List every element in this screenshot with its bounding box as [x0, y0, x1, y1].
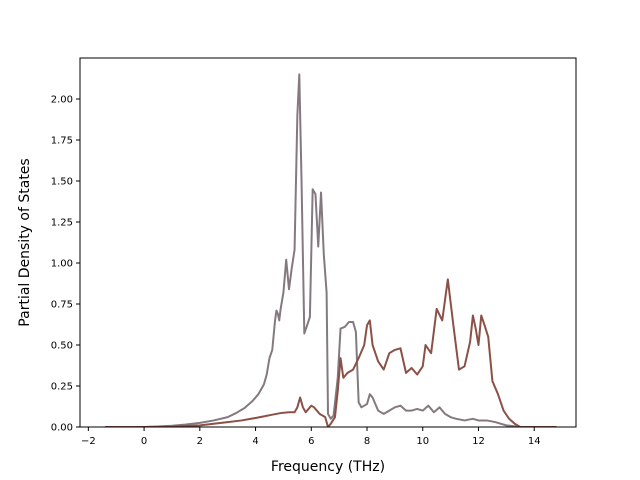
x-tick-label: 2 — [197, 436, 203, 447]
y-tick-label: 1.25 — [51, 218, 73, 229]
x-tick-label: 0 — [141, 436, 147, 447]
plot-series-group — [105, 73, 557, 427]
y-tick-label: 1.50 — [51, 177, 73, 188]
x-tick-label: 14 — [528, 436, 541, 447]
y-axis-label: Partial Density of States — [17, 158, 33, 326]
x-tick-label: 8 — [364, 436, 370, 447]
x-axis-ticks: −2 0 2 4 6 8 10 12 14 — [81, 427, 541, 447]
x-tick-label: 12 — [472, 436, 485, 447]
x-axis-label: Frequency (THz) — [271, 459, 385, 475]
y-axis-ticks: 0.00 0.25 0.50 0.75 1.00 1.25 1.50 1.75 2.00 — [51, 95, 80, 434]
x-tick-label: −2 — [81, 436, 96, 447]
y-tick-label: 0.00 — [51, 423, 73, 434]
x-tick-label: 4 — [252, 436, 258, 447]
y-tick-label: 2.00 — [51, 95, 73, 106]
y-tick-label: 1.75 — [51, 136, 73, 147]
x-tick-label: 6 — [308, 436, 314, 447]
plot-area-frame — [79, 57, 577, 428]
series-line-1 — [105, 73, 557, 427]
y-tick-label: 0.50 — [51, 341, 73, 352]
y-tick-label: 1.00 — [51, 259, 73, 270]
series-line-2 — [105, 278, 557, 427]
y-tick-label: 0.75 — [51, 300, 73, 311]
y-tick-label: 0.25 — [51, 382, 73, 393]
x-tick-label: 10 — [416, 436, 429, 447]
